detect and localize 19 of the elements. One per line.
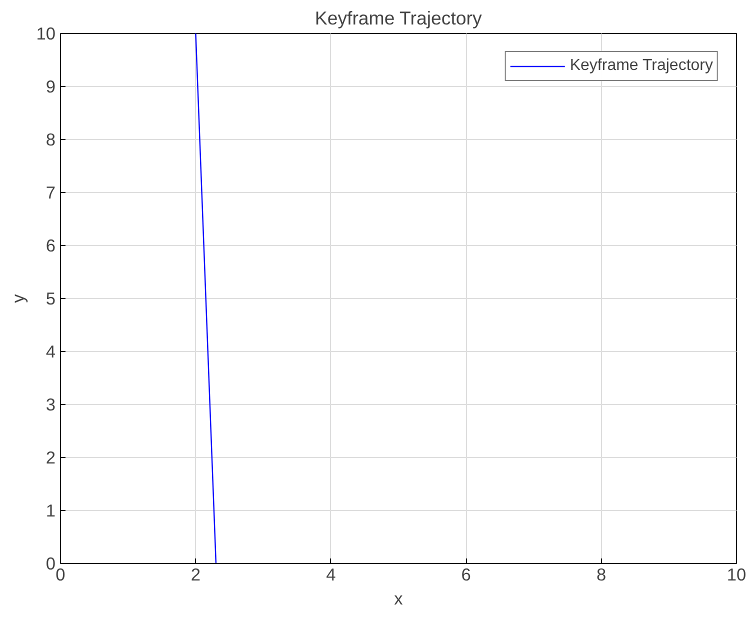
x-axis-title: x	[394, 588, 404, 608]
y-tick-label: 10	[36, 24, 56, 44]
y-tick-label: 7	[46, 182, 56, 202]
y-tick-label: 6	[46, 236, 56, 256]
x-tick-label: 2	[190, 564, 201, 584]
y-tick-label: 5	[46, 288, 56, 308]
chart-title: Keyframe Trajectory	[314, 8, 482, 28]
x-tick-label: 6	[461, 564, 471, 584]
x-tick-label: 8	[596, 564, 606, 584]
y-tick-label: 1	[46, 500, 56, 520]
x-tick-label: 4	[326, 564, 336, 584]
y-axis-title: y	[8, 294, 28, 303]
y-tick-label: 3	[46, 394, 56, 414]
y-tick-label: 8	[46, 130, 56, 150]
legend-label: Keyframe Trajectory	[570, 57, 713, 75]
y-tick-label: 4	[46, 342, 56, 362]
x-tick-label: 10	[726, 564, 746, 584]
y-tick-label: 2	[46, 448, 56, 468]
y-tick-label: 9	[46, 76, 56, 96]
